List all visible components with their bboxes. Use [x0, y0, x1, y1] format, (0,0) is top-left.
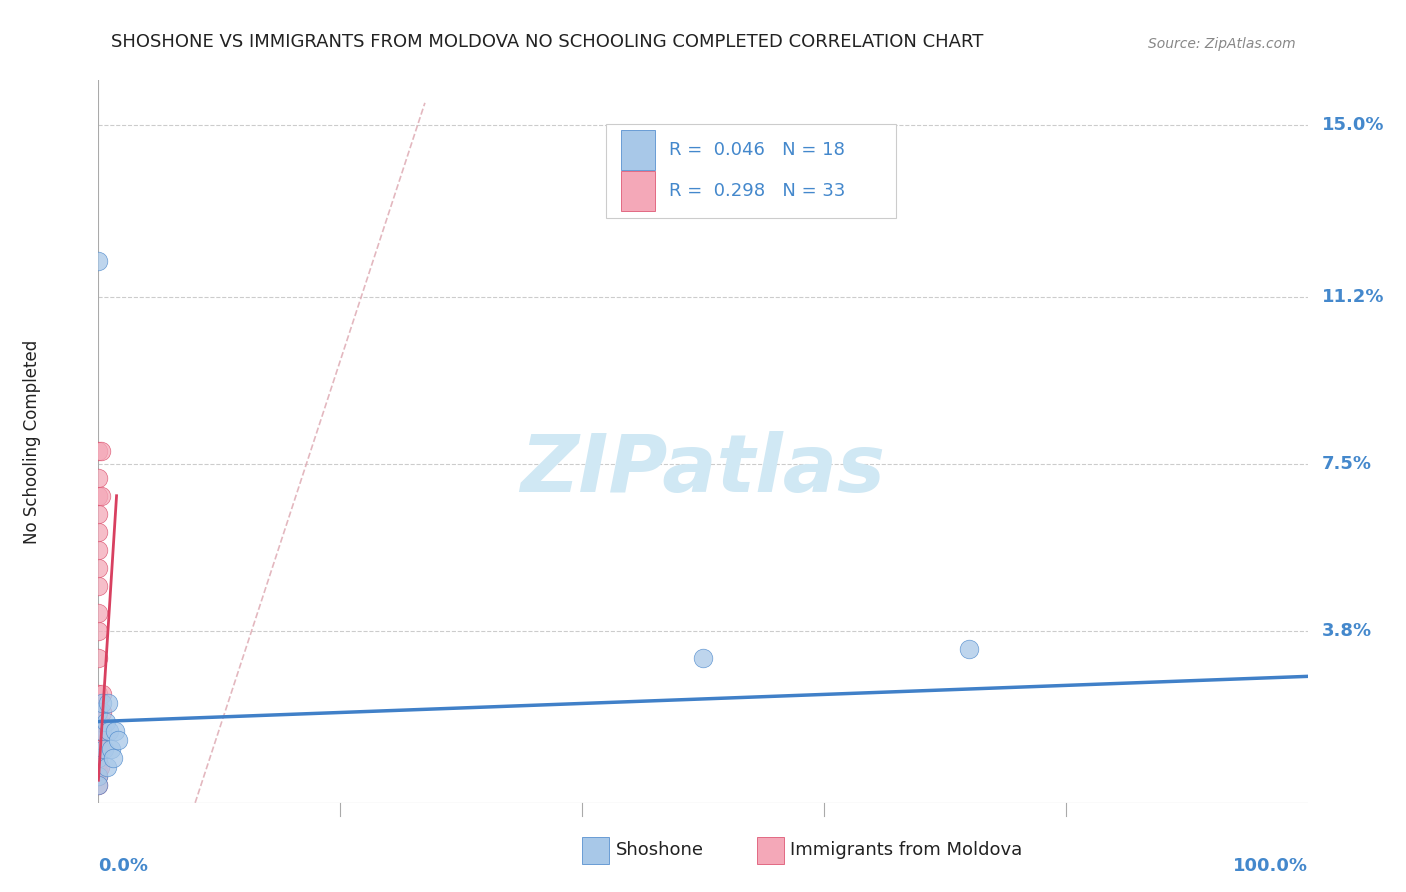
Point: [89, 741, 111, 756]
FancyBboxPatch shape: [621, 171, 655, 211]
Point: [87, 542, 110, 557]
Point: [87, 714, 110, 729]
Point: [87, 778, 110, 792]
Point: [100, 741, 122, 756]
Point: [692, 651, 714, 665]
Point: [87, 769, 110, 783]
Point: [87, 728, 110, 742]
FancyBboxPatch shape: [606, 124, 897, 218]
Point: [104, 723, 127, 738]
Text: 100.0%: 100.0%: [1233, 857, 1308, 875]
Point: [93, 741, 115, 756]
Point: [87, 723, 110, 738]
Point: [87, 524, 110, 539]
Point: [87, 764, 110, 779]
Point: [87, 253, 110, 268]
Point: [89, 723, 111, 738]
Point: [87, 624, 110, 639]
FancyBboxPatch shape: [621, 130, 655, 169]
Text: Source: ZipAtlas.com: Source: ZipAtlas.com: [1147, 37, 1295, 52]
Point: [94, 714, 117, 729]
FancyBboxPatch shape: [758, 837, 785, 864]
Point: [87, 755, 110, 769]
Point: [87, 778, 110, 792]
Point: [87, 706, 110, 720]
Text: R =  0.046   N = 18: R = 0.046 N = 18: [669, 141, 845, 159]
Text: R =  0.298   N = 33: R = 0.298 N = 33: [669, 182, 845, 201]
Point: [89, 760, 111, 774]
Point: [90, 489, 112, 503]
Point: [101, 750, 124, 764]
Point: [87, 710, 110, 724]
Point: [87, 443, 110, 458]
Text: Shoshone: Shoshone: [616, 841, 704, 859]
Point: [87, 706, 110, 720]
Point: [87, 606, 110, 620]
Point: [87, 750, 110, 764]
Point: [91, 723, 114, 738]
Point: [87, 687, 110, 701]
FancyBboxPatch shape: [582, 837, 609, 864]
Text: 3.8%: 3.8%: [1322, 623, 1372, 640]
Point: [91, 697, 114, 711]
Point: [87, 507, 110, 521]
Text: No Schooling Completed: No Schooling Completed: [22, 340, 41, 543]
Point: [98, 723, 121, 738]
Point: [91, 687, 114, 701]
Text: Immigrants from Moldova: Immigrants from Moldova: [790, 841, 1022, 859]
Text: 7.5%: 7.5%: [1322, 455, 1372, 473]
Text: 15.0%: 15.0%: [1322, 117, 1385, 135]
Point: [96, 760, 118, 774]
Point: [87, 579, 110, 593]
Point: [87, 732, 110, 747]
Point: [87, 489, 110, 503]
Point: [87, 697, 110, 711]
Point: [87, 561, 110, 575]
Point: [87, 750, 110, 764]
Text: SHOSHONE VS IMMIGRANTS FROM MOLDOVA NO SCHOOLING COMPLETED CORRELATION CHART: SHOSHONE VS IMMIGRANTS FROM MOLDOVA NO S…: [111, 33, 983, 52]
Point: [957, 642, 980, 657]
Point: [87, 769, 110, 783]
Text: 0.0%: 0.0%: [98, 857, 149, 875]
Point: [87, 741, 110, 756]
Text: ZIPatlas: ZIPatlas: [520, 432, 886, 509]
Text: 11.2%: 11.2%: [1322, 288, 1385, 306]
Point: [87, 746, 110, 760]
Point: [107, 732, 129, 747]
Point: [91, 706, 114, 720]
Point: [97, 697, 120, 711]
Point: [87, 471, 110, 485]
Point: [90, 443, 112, 458]
Point: [87, 651, 110, 665]
